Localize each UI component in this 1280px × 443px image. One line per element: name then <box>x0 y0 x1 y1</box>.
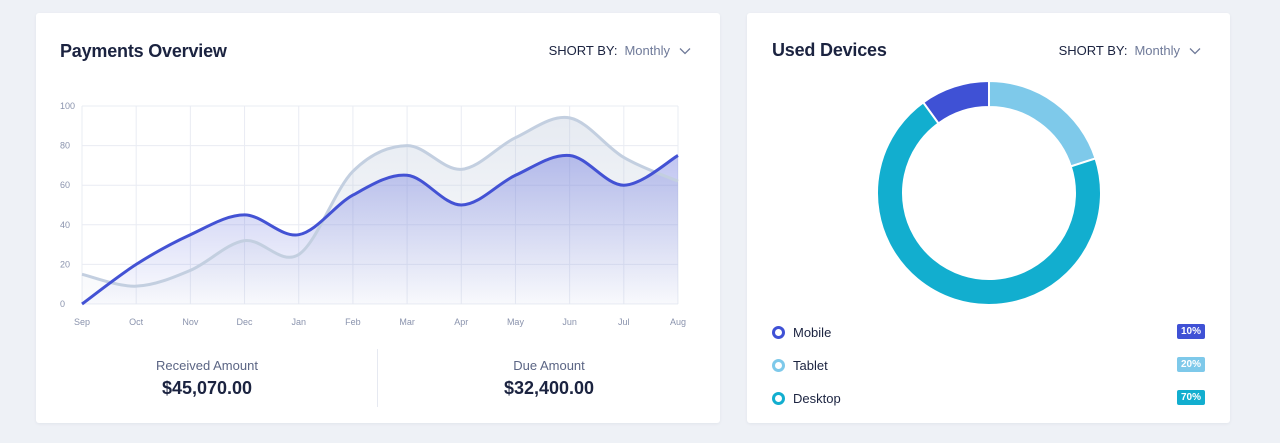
x-tick-label: Aug <box>670 317 686 327</box>
payments-sort-label: SHORT BY: <box>548 43 618 58</box>
x-tick-label: Mar <box>399 317 415 327</box>
legend-badge-desktop: 70% <box>1176 390 1205 405</box>
series-area-primary <box>82 155 678 304</box>
x-tick-label: Jul <box>618 317 630 327</box>
due-amount-label: Due Amount <box>513 358 585 373</box>
summary-divider <box>377 349 378 407</box>
received-amount-block: Received Amount $45,070.00 <box>36 351 378 399</box>
donut-slice-desktop <box>876 100 1102 306</box>
legend-item-tablet[interactable]: Tablet 20% <box>772 355 1205 375</box>
legend-label-mobile: Mobile <box>793 324 832 340</box>
devices-sort-value: Monthly <box>1134 43 1180 58</box>
series-line-primary <box>81 153 679 306</box>
received-amount-value: $45,070.00 <box>161 378 253 398</box>
x-tick-label: Jan <box>291 317 306 327</box>
devices-sort-label: SHORT BY: <box>1058 43 1128 58</box>
donut-slice-tablet <box>988 79 1097 168</box>
y-tick-label: 20 <box>60 259 70 269</box>
legend-marker-desktop <box>772 391 785 405</box>
y-tick-label: 60 <box>60 180 70 190</box>
y-tick-label: 40 <box>60 220 70 230</box>
payments-overview-card: Payments Overview SHORT BY: Monthly 0 20 4… <box>36 13 720 423</box>
legend-item-mobile[interactable]: Mobile 10% <box>772 322 1205 342</box>
used-devices-card: Used Devices SHORT BY: Monthly Mobile 10… <box>747 13 1230 423</box>
received-amount-label: Received Amount <box>156 358 258 373</box>
legend-badge-mobile: 10% <box>1176 324 1205 339</box>
x-tick-label: Apr <box>454 317 468 327</box>
legend-marker-mobile <box>772 325 785 339</box>
devices-sort-dropdown[interactable]: SHORT BY: Monthly <box>1059 43 1201 58</box>
y-tick-label: 0 <box>60 299 65 309</box>
chevron-down-icon <box>679 47 691 54</box>
payments-summary: Received Amount $45,070.00 Due Amount $3… <box>36 349 720 411</box>
x-tick-label: Sep <box>74 317 90 327</box>
legend-badge-tablet: 20% <box>1176 357 1205 372</box>
y-tick-label: 100 <box>60 101 75 111</box>
devices-donut-chart <box>876 79 1102 306</box>
legend-marker-tablet <box>772 358 785 372</box>
payments-sort-value: Monthly <box>624 43 670 58</box>
chevron-down-icon <box>1189 47 1201 54</box>
x-tick-label: Oct <box>129 317 144 327</box>
due-amount-block: Due Amount $32,400.00 <box>378 351 720 399</box>
x-tick-label: Dec <box>237 317 254 327</box>
legend-label-desktop: Desktop <box>793 390 841 406</box>
x-tick-label: Nov <box>182 317 199 327</box>
y-tick-label: 80 <box>60 141 70 151</box>
payments-card-title: Payments Overview <box>60 41 227 61</box>
x-tick-label: Jun <box>562 317 577 327</box>
devices-card-title: Used Devices <box>772 40 887 60</box>
x-tick-label: May <box>507 317 525 327</box>
payments-chart: 0 20 40 60 80 100 Sep Oct Nov Dec Jan Feb Mar Apr May J… <box>60 101 686 327</box>
x-tick-label: Feb <box>345 317 361 327</box>
series-line-secondary <box>81 115 679 288</box>
legend-item-desktop[interactable]: Desktop 70% <box>772 388 1205 408</box>
legend-label-tablet: Tablet <box>793 357 828 373</box>
payments-sort-dropdown[interactable]: SHORT BY: Monthly <box>549 43 691 58</box>
due-amount-value: $32,400.00 <box>503 378 595 398</box>
